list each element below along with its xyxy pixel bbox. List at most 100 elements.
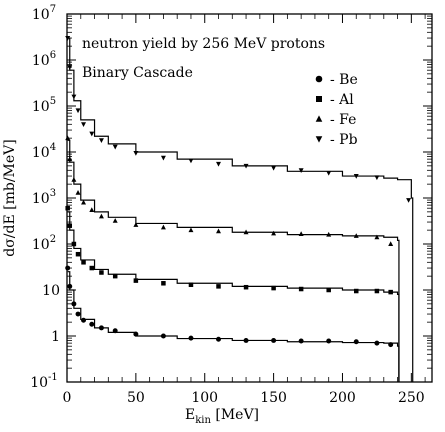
data-point-be [374,340,380,346]
data-point-be [75,311,81,317]
data-point-be [243,337,249,343]
x-tick-label: 0 [63,390,72,406]
data-point-al [161,281,166,286]
data-point-al [216,284,221,289]
data-point-fe [89,207,95,212]
y-tick-label-base: 10 [32,145,50,161]
legend-label-be: - Be [330,72,358,88]
legend-marker-al [316,96,322,102]
data-point-al [298,286,304,292]
data-point-al [271,285,276,291]
data-point-fe [298,231,304,237]
data-point-pb [81,122,87,128]
legend-marker-pb [315,136,323,143]
data-point-pb [326,170,332,176]
data-point-al [388,289,393,295]
x-axis-title-unit: [MeV] [211,407,259,423]
model-curve-pb [67,37,414,382]
y-tick-label-exponent: 5 [50,96,56,107]
data-point-be [67,283,73,289]
y-tick-label: 105 [32,96,56,115]
data-point-al [374,288,380,294]
model-curve-al [67,211,400,382]
data-point-be [98,325,104,331]
data-point-pb [353,174,359,179]
data-point-fe [71,176,77,182]
data-point-fe [98,213,104,219]
data-point-be [71,301,77,307]
y-axis-title: dσ/dE [mb/MeV] [2,139,18,256]
data-point-fe [81,199,87,205]
chart-annotation-model: Binary Cascade [82,65,193,81]
data-point-pb [216,161,221,167]
legend-label-pb: - Pb [330,132,358,148]
y-tick-label-base: 10 [32,99,50,115]
y-tick-label: 10 [42,283,60,299]
data-point-fe [112,218,118,223]
legend-label-al: - Al [330,92,354,108]
y-tick-label: 106 [32,50,56,69]
data-point-pb [98,138,104,143]
data-point-be [89,321,95,327]
data-point-fe [160,224,166,230]
x-tick-label: 100 [191,390,218,406]
model-curves [67,37,414,382]
data-point-be [388,342,394,348]
data-point-be [160,333,166,339]
data-point-be [112,328,118,334]
y-tick-label-base: 10 [30,375,48,391]
y-tick-label-exponent: 3 [50,188,56,199]
y-tick-label-base: 10 [42,283,60,299]
data-point-pb [298,168,304,174]
data-point-fe [216,228,221,234]
data-point-pb [75,108,81,114]
data-point-pb [374,175,380,181]
data-point-al [353,288,359,294]
x-tick-label: 150 [260,390,287,406]
data-point-be [326,338,332,344]
y-tick-label: 1 [51,329,60,345]
y-tick-label-base: 10 [32,53,50,69]
data-point-al [67,223,73,228]
data-point-be [81,317,87,323]
data-point-pb [89,131,95,137]
y-tick-label: 107 [32,4,56,23]
data-point-al [243,284,249,290]
x-axis-title: Ekin [MeV] [185,407,259,426]
y-tick-label-base: 1 [51,329,60,345]
data-point-al [188,282,194,288]
data-point-fe [188,227,194,233]
y-tick-label-base: 10 [32,7,50,23]
y-tick-label-exponent: 2 [50,234,56,245]
data-point-be [216,336,221,342]
data-point-fe [353,233,359,238]
data-point-fe [326,231,332,237]
y-tick-label-base: 10 [32,191,50,207]
y-tick-label: 102 [32,234,56,253]
model-curve-fe [67,139,400,382]
chart-annotation-reaction: neutron yield by 256 MeV protons [82,36,325,52]
legend-marker-be [315,75,323,83]
data-point-al [81,260,86,265]
data-point-pb [71,94,77,100]
x-axis-title-subscript: kin [195,415,211,426]
y-tick-label-base: 10 [32,237,50,253]
model-curve-be [67,271,400,382]
data-point-pb [133,150,139,156]
legend-label-fe: - Fe [330,112,356,128]
data-point-pb [160,155,166,161]
data-point-al [326,287,331,293]
data-point-al [112,273,118,279]
data-point-pb [271,165,277,171]
x-tick-label: 200 [329,390,356,406]
y-tick-label-exponent: 6 [50,50,56,61]
x-tick-label: 250 [398,390,425,406]
y-tick-label: 10-1 [30,372,58,391]
data-point-fe [374,234,380,240]
data-point-fe [75,190,81,195]
data-point-be [133,331,139,337]
y-tick-label: 103 [32,188,56,207]
data-point-be [271,337,277,343]
